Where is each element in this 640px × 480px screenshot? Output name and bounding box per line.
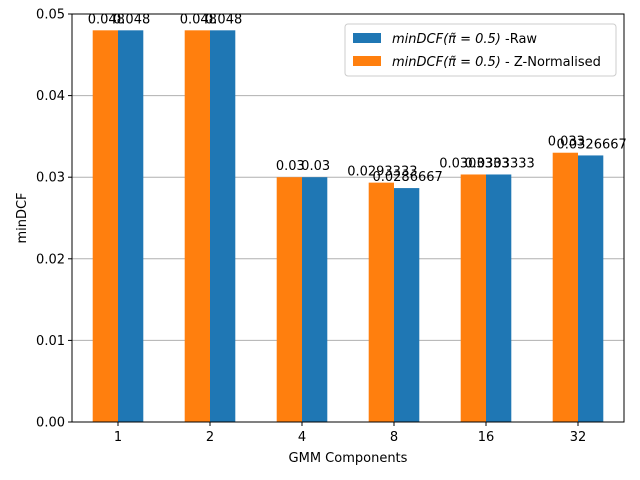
grid-lines (72, 13, 624, 341)
bar (368, 182, 394, 422)
y-tick-label: 0.02 (36, 252, 65, 267)
x-axis: 1 2 4 8 16 32 (114, 422, 586, 445)
legend-entry: minDCF(π̃ = 0.5) -Raw (392, 32, 537, 47)
x-tick-label: 32 (570, 430, 587, 445)
legend: minDCF(π̃ = 0.5) -Raw minDCF(π̃ = 0.5) - … (344, 23, 617, 77)
y-tick-label: 0.00 (36, 416, 65, 431)
bar (118, 30, 144, 422)
y-tick-label: 0.01 (36, 334, 65, 349)
y-tick-label: 0.03 (36, 171, 65, 186)
bar-value-label: 0.0303333 (464, 156, 534, 171)
bars (92, 30, 604, 422)
bar (184, 30, 210, 422)
bar-value-label: 0.0326667 (556, 137, 626, 152)
bar (394, 188, 420, 422)
legend-swatch (353, 56, 381, 66)
bar (486, 174, 512, 422)
bar (302, 177, 328, 422)
bar-value-label: 0.03 (301, 159, 330, 174)
x-tick-label: 4 (298, 430, 306, 445)
bar-value-label: 0.0293333 (347, 165, 417, 180)
bar (210, 30, 236, 422)
bar (552, 152, 578, 422)
x-tick-label: 1 (114, 430, 122, 445)
bar (276, 177, 302, 422)
bar-value-label: 0.03 (276, 159, 305, 174)
bar-value-label: 0.0303333 (439, 156, 509, 171)
bar-value-label: 0.048 (180, 12, 217, 27)
x-axis-title: GMM Components (289, 451, 408, 466)
legend-entry: minDCF(π̃ = 0.5) - Z-Normalised (392, 55, 601, 70)
bar-value-label: 0.048 (88, 12, 125, 27)
legend-box (344, 23, 617, 77)
bar-value-label: 0.048 (205, 12, 242, 27)
y-tick-label: 0.05 (36, 8, 65, 23)
bar (578, 155, 604, 422)
bar (460, 174, 486, 422)
x-tick-label: 16 (478, 430, 495, 445)
y-axis-title: minDCF (15, 192, 30, 243)
plot-frame (71, 13, 625, 423)
bar-value-label: 0.033 (548, 135, 585, 150)
x-tick-label: 8 (390, 430, 398, 445)
y-tick-label: 0.04 (36, 89, 65, 104)
legend-swatch (353, 33, 381, 43)
bar (92, 30, 118, 422)
x-tick-label: 2 (206, 430, 214, 445)
bar-value-label: 0.048 (113, 12, 150, 27)
bar-value-label: 0.0286667 (372, 170, 442, 185)
y-axis: 0.00 0.01 0.02 0.03 0.04 0.05 (36, 8, 72, 431)
